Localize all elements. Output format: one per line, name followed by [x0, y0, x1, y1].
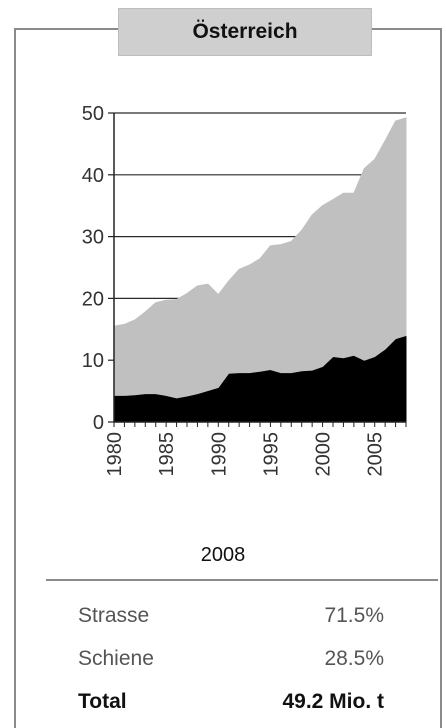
- summary-row-total: Total 49.2 Mio. t: [78, 690, 408, 720]
- x-tick-label: 1980: [104, 432, 126, 477]
- summary-row-strasse: Strasse 71.5%: [78, 604, 408, 634]
- x-tick-labels: 1980 1985 1990 1995 2000 2005: [104, 432, 387, 477]
- y-tick-label: 30: [82, 227, 104, 249]
- y-tick-label: 20: [82, 288, 104, 310]
- x-tick-label: 2000: [313, 432, 335, 477]
- summary-row-schiene: Schiene 28.5%: [78, 647, 408, 677]
- panel-title: Österreich: [118, 8, 372, 56]
- x-tick-label: 1985: [156, 432, 178, 477]
- summary-total-value: 49.2 Mio. t: [282, 690, 384, 713]
- y-tick-labels: 0 10 20 30 40 50: [82, 103, 104, 434]
- x-tick-label: 2005: [365, 432, 387, 477]
- panel-frame: [14, 28, 442, 728]
- frame-top-right-line: [372, 28, 442, 30]
- frame-top-left-line: [14, 28, 122, 30]
- y-tick-label: 0: [93, 412, 104, 434]
- summary-divider: [46, 579, 438, 581]
- summary-row-value: 28.5%: [324, 647, 384, 670]
- y-tick-label: 40: [82, 165, 104, 187]
- y-tick-label: 50: [82, 103, 104, 125]
- summary-row-label: Schiene: [78, 647, 154, 670]
- summary-year: 2008: [200, 544, 246, 566]
- area-series: [113, 117, 407, 399]
- chart-areas: [113, 117, 407, 423]
- x-tick-label: 1990: [208, 432, 230, 477]
- summary-total-label: Total: [78, 690, 127, 713]
- x-tick-label: 1995: [260, 432, 282, 477]
- y-tick-label: 10: [82, 350, 104, 372]
- summary-row-value: 71.5%: [324, 604, 384, 627]
- chart-axes: [108, 112, 407, 427]
- summary-row-label: Strasse: [78, 604, 150, 627]
